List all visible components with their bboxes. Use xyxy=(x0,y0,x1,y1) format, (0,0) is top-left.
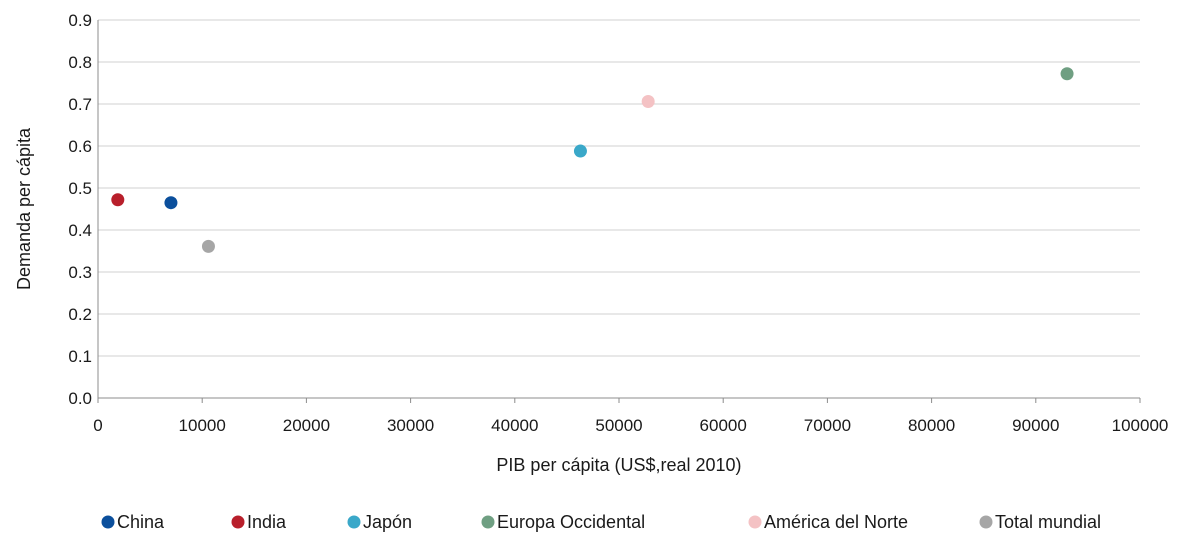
legend-label: India xyxy=(247,512,287,532)
legend-marker xyxy=(748,515,762,529)
x-tick-labels: 0 10000 20000 30000 40000 50000 60000 70000 8000… xyxy=(93,416,1168,435)
y-axis-title: Demanda per cápita xyxy=(14,127,34,290)
x-tick-label: 100000 xyxy=(1112,416,1169,435)
y-tick-label: 0.0 xyxy=(68,389,92,408)
legend: China India Japón Europa Occidental América … xyxy=(101,512,1101,532)
legend-item: India xyxy=(231,512,287,532)
x-tick-label: 90000 xyxy=(1012,416,1059,435)
legend-marker xyxy=(347,515,361,529)
legend-label: Total mundial xyxy=(995,512,1101,532)
gridlines xyxy=(97,19,1141,403)
data-point xyxy=(164,196,178,210)
y-tick-label: 0.6 xyxy=(68,137,92,156)
y-tick-label: 0.3 xyxy=(68,263,92,282)
x-tick-label: 30000 xyxy=(387,416,434,435)
x-tick-label: 0 xyxy=(93,416,102,435)
data-point xyxy=(201,239,215,253)
legend-marker xyxy=(101,515,115,529)
y-tick-label: 0.7 xyxy=(68,95,92,114)
legend-label: Europa Occidental xyxy=(497,512,645,532)
legend-label: América del Norte xyxy=(764,512,908,532)
data-point xyxy=(641,94,655,108)
y-tick-labels: 0.0 0.1 0.2 0.3 0.4 0.5 0.6 0.7 0.8 0.9 xyxy=(68,11,92,408)
legend-label: Japón xyxy=(363,512,412,532)
y-tick-label: 0.2 xyxy=(68,305,92,324)
data-point xyxy=(1060,67,1074,81)
x-tick-label: 70000 xyxy=(804,416,851,435)
y-tick-label: 0.8 xyxy=(68,53,92,72)
legend-item: Total mundial xyxy=(979,512,1101,532)
data-point xyxy=(573,144,587,158)
legend-item: Europa Occidental xyxy=(481,512,645,532)
data-point xyxy=(111,193,125,207)
x-tick-label: 50000 xyxy=(595,416,642,435)
x-tick-label: 60000 xyxy=(700,416,747,435)
x-tick-label: 20000 xyxy=(283,416,330,435)
x-axis-title: PIB per cápita (US$,real 2010) xyxy=(496,455,741,475)
legend-marker xyxy=(481,515,495,529)
y-tick-label: 0.4 xyxy=(68,221,92,240)
x-tick-label: 10000 xyxy=(179,416,226,435)
y-tick-label: 0.9 xyxy=(68,11,92,30)
x-tick-label: 80000 xyxy=(908,416,955,435)
legend-item: América del Norte xyxy=(748,512,908,532)
data-points xyxy=(111,67,1074,253)
legend-marker xyxy=(979,515,993,529)
y-tick-label: 0.5 xyxy=(68,179,92,198)
legend-item: China xyxy=(101,512,165,532)
x-tick-label: 40000 xyxy=(491,416,538,435)
legend-label: China xyxy=(117,512,165,532)
legend-marker xyxy=(231,515,245,529)
y-tick-label: 0.1 xyxy=(68,347,92,366)
legend-item: Japón xyxy=(347,512,412,532)
